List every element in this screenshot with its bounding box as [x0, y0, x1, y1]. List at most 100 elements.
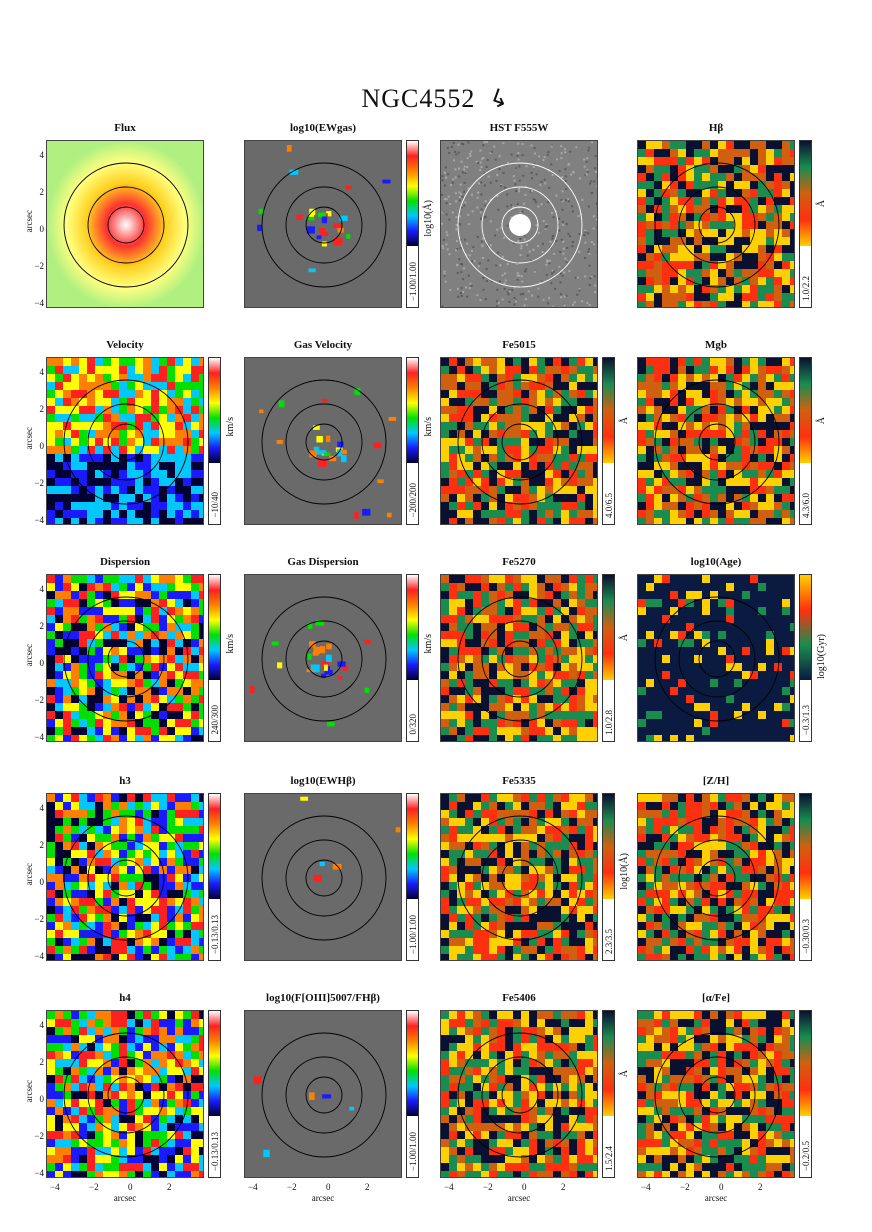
- colorbar-unit: Å: [816, 417, 827, 425]
- y-tick-label: 0: [39, 1094, 45, 1104]
- y-ticks: 4 2 0 −2 −4: [34, 357, 45, 525]
- y-axis-label: arcsec: [24, 1080, 34, 1103]
- y-axis-label: arcsec: [24, 644, 34, 667]
- panel-title: Fe5015: [502, 339, 536, 351]
- colorbar: −1.00/1.00: [406, 140, 419, 308]
- y-tick-label: −2: [34, 261, 44, 271]
- map-svg: [47, 358, 203, 524]
- y-tick-label: 4: [39, 367, 45, 377]
- x-tick-label: −2: [287, 1182, 297, 1192]
- colorbar-range: −0.30/0.3: [801, 919, 811, 954]
- map-image: [46, 574, 204, 742]
- colorbar-range: 240/300: [210, 705, 220, 735]
- x-tick-label: −4: [444, 1182, 454, 1192]
- north-arrow-icon: ↳: [485, 84, 515, 116]
- panel-title: Fe5406: [502, 992, 536, 1004]
- y-tick-label: 2: [39, 1057, 45, 1067]
- x-tick-label: −2: [89, 1182, 99, 1192]
- map-image: [440, 793, 598, 961]
- map-svg: [245, 794, 401, 960]
- map-image: [440, 1010, 598, 1178]
- colorbar-gradient: [209, 1011, 220, 1116]
- colorbar: 4.3/6.0: [799, 357, 812, 525]
- colorbar-gradient: [407, 794, 418, 899]
- colorbar-gradient: [209, 575, 220, 680]
- y-tick-label: −4: [34, 1168, 44, 1178]
- map-svg: [245, 575, 401, 741]
- y-tick-label: 0: [39, 224, 45, 234]
- colorbar-unit: km/s: [423, 634, 434, 654]
- map-svg: [245, 358, 401, 524]
- map-svg: [47, 1011, 203, 1177]
- colorbar-gradient: [800, 141, 811, 246]
- colorbar-gradient: [407, 1011, 418, 1116]
- x-ticks: −4 −2 0 2: [244, 1182, 402, 1192]
- y-tick-label: 4: [39, 803, 45, 813]
- x-tick-label: −2: [680, 1182, 690, 1192]
- map-image: [637, 793, 795, 961]
- colorbar-range: −0.3/1.3: [801, 704, 811, 735]
- map-image: [244, 793, 402, 961]
- colorbar-unit: Å: [619, 1070, 630, 1078]
- map-svg: [47, 794, 203, 960]
- map-svg: [441, 575, 597, 741]
- map-svg: [441, 794, 597, 960]
- y-ticks: 4 2 0 −2 −4: [34, 574, 45, 742]
- y-tick-label: 2: [39, 621, 45, 631]
- colorbar: 1.5/2.4: [602, 1010, 615, 1178]
- y-tick-label: 2: [39, 187, 45, 197]
- colorbar: −1.00/1.00: [406, 1010, 419, 1178]
- y-axis-label: arcsec: [24, 427, 34, 450]
- colorbar-range: 1.0/2.2: [801, 275, 811, 301]
- y-tick-label: 4: [39, 584, 45, 594]
- map-image: [244, 1010, 402, 1178]
- panel-title: h4: [119, 992, 131, 1004]
- colorbar: 4.0/6.5: [602, 357, 615, 525]
- panel-title: [α/Fe]: [701, 992, 731, 1004]
- panel-title: Flux: [114, 122, 136, 134]
- colorbar-unit: Å: [619, 634, 630, 642]
- panel-title: h3: [119, 775, 131, 787]
- x-tick-label: −4: [50, 1182, 60, 1192]
- map-image: [46, 1010, 204, 1178]
- x-ticks: −4 −2 0 2: [637, 1182, 795, 1192]
- map-svg: [47, 575, 203, 741]
- x-ticks: −4 −2 0 2: [46, 1182, 204, 1192]
- colorbar-gradient: [800, 1011, 811, 1116]
- figure-title: NGC4552 ↳: [0, 84, 872, 116]
- y-tick-label: −2: [34, 478, 44, 488]
- colorbar: −1.00/1.00: [406, 793, 419, 961]
- colorbar-gradient: [800, 358, 811, 463]
- x-ticks: −4 −2 0 2: [440, 1182, 598, 1192]
- colorbar: 0/320: [406, 574, 419, 742]
- map-image: [46, 793, 204, 961]
- y-tick-label: −4: [34, 732, 44, 742]
- x-tick-label: 2: [365, 1182, 370, 1192]
- panel-title: log10(Age): [690, 556, 742, 568]
- y-tick-label: 2: [39, 840, 45, 850]
- map-svg: [638, 575, 794, 741]
- x-tick-label: 2: [167, 1182, 172, 1192]
- map-image: [637, 357, 795, 525]
- y-tick-label: 2: [39, 404, 45, 414]
- colorbar: −0.13/0.13: [208, 1010, 221, 1178]
- colorbar-range: −1.00/1.00: [408, 914, 418, 954]
- colorbar-gradient: [407, 358, 418, 463]
- panel-title: HST F555W: [489, 122, 549, 134]
- colorbar-unit: km/s: [225, 634, 236, 654]
- colorbar-gradient: [800, 794, 811, 899]
- colorbar-unit: km/s: [225, 417, 236, 437]
- colorbar-range: −1.00/1.00: [408, 261, 418, 301]
- panel-title: log10(EWHβ): [290, 775, 356, 787]
- x-axis-label: arcsec: [704, 1193, 728, 1203]
- y-tick-label: −4: [34, 951, 44, 961]
- colorbar-range: 4.3/6.0: [801, 492, 811, 518]
- x-axis-label: arcsec: [311, 1193, 335, 1203]
- colorbar-range: −1.00/1.00: [408, 1131, 418, 1171]
- panel-title: Gas Dispersion: [287, 556, 359, 568]
- y-tick-label: −2: [34, 914, 44, 924]
- colorbar-gradient: [407, 141, 418, 246]
- colorbar-range: −0.13/0.13: [210, 1131, 220, 1171]
- map-svg: [638, 141, 794, 307]
- colorbar-range: −200/200: [408, 483, 418, 518]
